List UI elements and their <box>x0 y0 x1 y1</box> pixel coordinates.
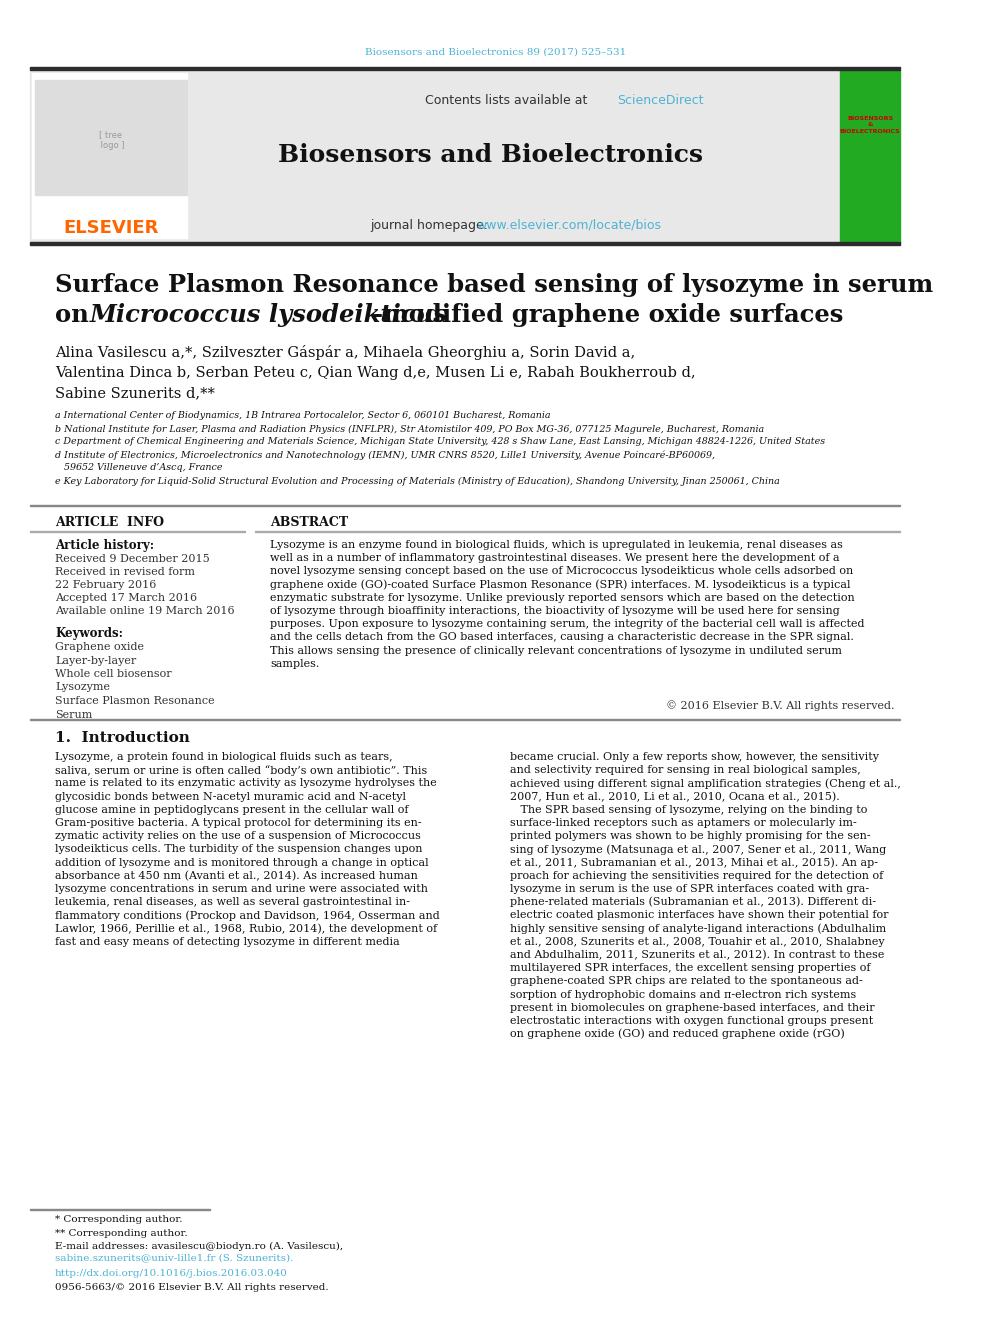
Text: fast and easy means of detecting lysozyme in different media: fast and easy means of detecting lysozym… <box>55 937 400 947</box>
Text: http://dx.doi.org/10.1016/j.bios.2016.03.040: http://dx.doi.org/10.1016/j.bios.2016.03… <box>55 1269 288 1278</box>
Text: -modified graphene oxide surfaces: -modified graphene oxide surfaces <box>373 303 843 327</box>
Text: of lysozyme through bioaffinity interactions, the bioactivity of lysozyme will b: of lysozyme through bioaffinity interact… <box>270 606 840 617</box>
Text: 1.  Introduction: 1. Introduction <box>55 732 189 745</box>
Text: Layer-by-layer: Layer-by-layer <box>55 655 136 665</box>
Text: The SPR based sensing of lysozyme, relying on the binding to: The SPR based sensing of lysozyme, relyi… <box>510 804 867 815</box>
Text: b National Institute for Laser, Plasma and Radiation Physics (INFLPR), Str Atomi: b National Institute for Laser, Plasma a… <box>55 425 764 434</box>
Text: Gram-positive bacteria. A typical protocol for determining its en-: Gram-positive bacteria. A typical protoc… <box>55 818 422 828</box>
Text: electrostatic interactions with oxygen functional groups present: electrostatic interactions with oxygen f… <box>510 1016 873 1027</box>
Text: Keywords:: Keywords: <box>55 627 123 639</box>
Text: flammatory conditions (Prockop and Davidson, 1964, Osserman and: flammatory conditions (Prockop and David… <box>55 910 439 921</box>
Bar <box>840 70 900 243</box>
Text: Biosensors and Bioelectronics 89 (2017) 525–531: Biosensors and Bioelectronics 89 (2017) … <box>365 48 627 57</box>
Text: ScienceDirect: ScienceDirect <box>617 94 703 106</box>
Text: Micrococcus lysodeikticus: Micrococcus lysodeikticus <box>90 303 447 327</box>
Bar <box>35 79 187 194</box>
Text: * Corresponding author.: * Corresponding author. <box>55 1216 183 1225</box>
Text: © 2016 Elsevier B.V. All rights reserved.: © 2016 Elsevier B.V. All rights reserved… <box>667 701 895 712</box>
Text: lysozyme concentrations in serum and urine were associated with: lysozyme concentrations in serum and uri… <box>55 884 428 894</box>
Text: phene-related materials (Subramanian et al., 2013). Different di-: phene-related materials (Subramanian et … <box>510 897 876 908</box>
Text: www.elsevier.com/locate/bios: www.elsevier.com/locate/bios <box>476 218 661 232</box>
Bar <box>30 70 840 243</box>
Text: ABSTRACT: ABSTRACT <box>270 516 348 528</box>
Text: and Abdulhalim, 2011, Szunerits et al., 2012). In contrast to these: and Abdulhalim, 2011, Szunerits et al., … <box>510 950 885 960</box>
Text: addition of lysozyme and is monitored through a change in optical: addition of lysozyme and is monitored th… <box>55 857 429 868</box>
Text: electric coated plasmonic interfaces have shown their potential for: electric coated plasmonic interfaces hav… <box>510 910 889 921</box>
Text: absorbance at 450 nm (Avanti et al., 2014). As increased human: absorbance at 450 nm (Avanti et al., 201… <box>55 871 418 881</box>
Text: 2007, Hun et al., 2010, Li et al., 2010, Ocana et al., 2015).: 2007, Hun et al., 2010, Li et al., 2010,… <box>510 791 840 802</box>
Text: and selectivity required for sensing in real biological samples,: and selectivity required for sensing in … <box>510 765 861 775</box>
Text: Lysozyme is an enzyme found in biological fluids, which is upregulated in leukem: Lysozyme is an enzyme found in biologica… <box>270 540 843 550</box>
Text: sabine.szunerits@univ-lille1.fr (S. Szunerits).: sabine.szunerits@univ-lille1.fr (S. Szun… <box>55 1253 294 1262</box>
Text: Surface Plasmon Resonance: Surface Plasmon Resonance <box>55 696 214 706</box>
Text: Accepted 17 March 2016: Accepted 17 March 2016 <box>55 593 197 603</box>
Text: on: on <box>55 303 97 327</box>
Bar <box>30 242 900 245</box>
Text: Lysozyme: Lysozyme <box>55 683 110 692</box>
Text: et al., 2011, Subramanian et al., 2013, Mihai et al., 2015). An ap-: et al., 2011, Subramanian et al., 2013, … <box>510 857 878 868</box>
Text: Article history:: Article history: <box>55 538 154 552</box>
Text: Valentina Dinca b, Serban Peteu c, Qian Wang d,e, Musen Li e, Rabah Boukherroub : Valentina Dinca b, Serban Peteu c, Qian … <box>55 366 695 380</box>
Text: Alina Vasilescu a,*, Szilveszter Gáspár a, Mihaela Gheorghiu a, Sorin David a,: Alina Vasilescu a,*, Szilveszter Gáspár … <box>55 345 635 360</box>
Text: 0956-5663/© 2016 Elsevier B.V. All rights reserved.: 0956-5663/© 2016 Elsevier B.V. All right… <box>55 1282 328 1291</box>
Text: [ tree
 logo ]: [ tree logo ] <box>98 130 124 149</box>
Text: ** Corresponding author.: ** Corresponding author. <box>55 1229 187 1237</box>
Text: graphene oxide (GO)-coated Surface Plasmon Resonance (SPR) interfaces. M. lysode: graphene oxide (GO)-coated Surface Plasm… <box>270 579 850 590</box>
Text: e Key Laboratory for Liquid-Solid Structural Evolution and Processing of Materia: e Key Laboratory for Liquid-Solid Struct… <box>55 476 780 486</box>
Text: purposes. Upon exposure to lysozyme containing serum, the integrity of the bacte: purposes. Upon exposure to lysozyme cont… <box>270 619 864 630</box>
Text: d Institute of Electronics, Microelectronics and Nanotechnology (IEMN), UMR CNRS: d Institute of Electronics, Microelectro… <box>55 450 715 460</box>
Text: journal homepage:: journal homepage: <box>370 218 492 232</box>
Text: Contents lists available at: Contents lists available at <box>425 94 591 106</box>
Text: Whole cell biosensor: Whole cell biosensor <box>55 669 172 679</box>
Text: proach for achieving the sensitivities required for the detection of: proach for achieving the sensitivities r… <box>510 871 883 881</box>
Text: Sabine Szunerits d,**: Sabine Szunerits d,** <box>55 386 215 400</box>
Text: on graphene oxide (GO) and reduced graphene oxide (rGO): on graphene oxide (GO) and reduced graph… <box>510 1029 845 1040</box>
Text: Biosensors and Bioelectronics: Biosensors and Bioelectronics <box>278 143 702 167</box>
Text: Lawlor, 1966, Perillie et al., 1968, Rubio, 2014), the development of: Lawlor, 1966, Perillie et al., 1968, Rub… <box>55 923 437 934</box>
Text: ARTICLE  INFO: ARTICLE INFO <box>55 516 164 528</box>
Text: zymatic activity relies on the use of a suspension of Micrococcus: zymatic activity relies on the use of a … <box>55 831 421 841</box>
Text: Surface Plasmon Resonance based sensing of lysozyme in serum: Surface Plasmon Resonance based sensing … <box>55 273 933 296</box>
Text: present in biomolecules on graphene-based interfaces, and their: present in biomolecules on graphene-base… <box>510 1003 875 1013</box>
Text: surface-linked receptors such as aptamers or molecularly im-: surface-linked receptors such as aptamer… <box>510 818 857 828</box>
Text: enzymatic substrate for lysozyme. Unlike previously reported sensors which are b: enzymatic substrate for lysozyme. Unlike… <box>270 593 855 603</box>
Text: This allows sensing the presence of clinically relevant concentrations of lysozy: This allows sensing the presence of clin… <box>270 646 842 656</box>
Text: BIOSENSORS
&
BIOELECTRONICS: BIOSENSORS & BIOELECTRONICS <box>839 116 901 134</box>
Text: graphene-coated SPR chips are related to the spontaneous ad-: graphene-coated SPR chips are related to… <box>510 976 863 987</box>
Text: saliva, serum or urine is often called “body’s own antibiotic”. This: saliva, serum or urine is often called “… <box>55 765 428 775</box>
Text: et al., 2008, Szunerits et al., 2008, Touahir et al., 2010, Shalabney: et al., 2008, Szunerits et al., 2008, To… <box>510 937 885 947</box>
Text: samples.: samples. <box>270 659 319 669</box>
Bar <box>32 73 187 238</box>
Text: 59652 Villeneuve d’Ascq, France: 59652 Villeneuve d’Ascq, France <box>55 463 222 472</box>
Text: Received 9 December 2015: Received 9 December 2015 <box>55 554 209 564</box>
Text: glycosidic bonds between N-acetyl muramic acid and N-acetyl: glycosidic bonds between N-acetyl murami… <box>55 791 406 802</box>
Text: 22 February 2016: 22 February 2016 <box>55 579 157 590</box>
Text: lysodeikticus cells. The turbidity of the suspension changes upon: lysodeikticus cells. The turbidity of th… <box>55 844 423 855</box>
Text: Received in revised form: Received in revised form <box>55 568 195 577</box>
Text: Available online 19 March 2016: Available online 19 March 2016 <box>55 606 235 617</box>
Text: Serum: Serum <box>55 709 92 720</box>
Text: leukemia, renal diseases, as well as several gastrointestinal in-: leukemia, renal diseases, as well as sev… <box>55 897 410 908</box>
Text: sorption of hydrophobic domains and π-electron rich systems: sorption of hydrophobic domains and π-el… <box>510 990 856 1000</box>
Text: achieved using different signal amplification strategies (Cheng et al.,: achieved using different signal amplific… <box>510 778 901 789</box>
Text: Graphene oxide: Graphene oxide <box>55 642 144 652</box>
Text: sing of lysozyme (Matsunaga et al., 2007, Sener et al., 2011, Wang: sing of lysozyme (Matsunaga et al., 2007… <box>510 844 886 855</box>
Text: printed polymers was shown to be highly promising for the sen-: printed polymers was shown to be highly … <box>510 831 871 841</box>
Bar <box>30 67 900 70</box>
Text: ELSEVIER: ELSEVIER <box>63 220 159 237</box>
Text: a International Center of Biodynamics, 1B Intrarea Portocalelor, Sector 6, 06010: a International Center of Biodynamics, 1… <box>55 411 551 421</box>
Text: highly sensitive sensing of analyte-ligand interactions (Abdulhalim: highly sensitive sensing of analyte-liga… <box>510 923 886 934</box>
Text: novel lysozyme sensing concept based on the use of Micrococcus lysodeikticus who: novel lysozyme sensing concept based on … <box>270 566 853 577</box>
Text: and the cells detach from the GO based interfaces, causing a characteristic decr: and the cells detach from the GO based i… <box>270 632 854 643</box>
Text: Lysozyme, a protein found in biological fluids such as tears,: Lysozyme, a protein found in biological … <box>55 751 393 762</box>
Text: became crucial. Only a few reports show, however, the sensitivity: became crucial. Only a few reports show,… <box>510 751 879 762</box>
Text: well as in a number of inflammatory gastrointestinal diseases. We present here t: well as in a number of inflammatory gast… <box>270 553 839 564</box>
Text: glucose amine in peptidoglycans present in the cellular wall of: glucose amine in peptidoglycans present … <box>55 804 409 815</box>
Text: lysozyme in serum is the use of SPR interfaces coated with gra-: lysozyme in serum is the use of SPR inte… <box>510 884 869 894</box>
Text: multilayered SPR interfaces, the excellent sensing properties of: multilayered SPR interfaces, the excelle… <box>510 963 871 974</box>
Text: E-mail addresses: avasilescu@biodyn.ro (A. Vasilescu),: E-mail addresses: avasilescu@biodyn.ro (… <box>55 1241 343 1250</box>
Text: c Department of Chemical Engineering and Materials Science, Michigan State Unive: c Department of Chemical Engineering and… <box>55 438 825 446</box>
Text: name is related to its enzymatic activity as lysozyme hydrolyses the: name is related to its enzymatic activit… <box>55 778 436 789</box>
